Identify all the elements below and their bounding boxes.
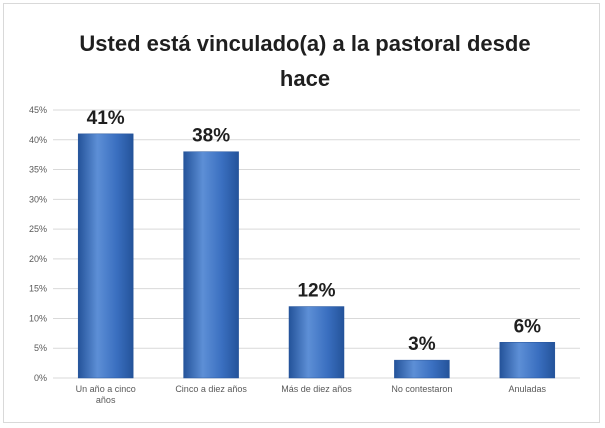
data-label: 3% bbox=[408, 334, 436, 355]
category-label: años bbox=[96, 395, 116, 405]
y-tick-label: 20% bbox=[29, 254, 47, 264]
bar bbox=[183, 151, 239, 379]
bar bbox=[288, 306, 345, 379]
bar bbox=[77, 133, 134, 379]
bar bbox=[394, 359, 450, 379]
data-label: 38% bbox=[192, 126, 230, 147]
chart-title: Usted está vinculado(a) a la pastoral de… bbox=[79, 31, 531, 91]
category-label: Cinco a diez años bbox=[175, 384, 247, 394]
category-label: Anuladas bbox=[509, 384, 547, 394]
y-tick-label: 10% bbox=[29, 313, 47, 323]
data-label: 6% bbox=[514, 316, 542, 337]
category-label: Más de diez años bbox=[281, 384, 352, 394]
bar bbox=[499, 342, 556, 379]
y-tick-label: 40% bbox=[29, 135, 47, 145]
y-tick-label: 5% bbox=[34, 343, 47, 353]
y-tick-label: 35% bbox=[29, 165, 47, 175]
data-label: 41% bbox=[87, 108, 125, 129]
category-label: No contestaron bbox=[391, 384, 452, 394]
y-tick-label: 30% bbox=[29, 194, 47, 204]
category-label: Un año a cinco bbox=[76, 384, 136, 394]
y-tick-label: 15% bbox=[29, 284, 47, 294]
data-label: 12% bbox=[297, 281, 335, 302]
y-tick-label: 0% bbox=[34, 373, 47, 383]
y-tick-label: 45% bbox=[29, 105, 47, 115]
y-tick-label: 25% bbox=[29, 224, 47, 234]
